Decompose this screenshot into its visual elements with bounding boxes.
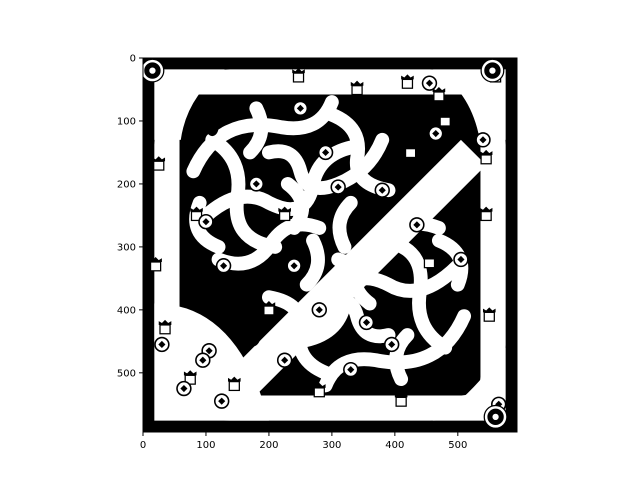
ring-icon <box>475 132 491 148</box>
ring-icon <box>330 179 346 195</box>
ring-icon <box>276 352 293 368</box>
inner-field <box>179 94 481 396</box>
corner-chamber-top-left <box>154 69 225 140</box>
x-tick-label: 0 <box>140 440 146 451</box>
flag-layer <box>143 58 508 429</box>
ring-layer <box>154 75 507 412</box>
tower-icon <box>404 143 417 159</box>
ring-icon <box>215 258 232 274</box>
ring-icon <box>154 336 170 353</box>
islands <box>205 118 444 392</box>
y-tick-label: 500 <box>117 368 136 379</box>
ring-icon <box>317 144 334 161</box>
y-tick-label: 200 <box>117 179 136 190</box>
tower-icon <box>394 392 408 407</box>
target-icon <box>483 404 508 429</box>
tower-icon <box>149 256 162 272</box>
ring-icon <box>421 75 438 91</box>
ring-icon <box>176 380 192 397</box>
ring-icon <box>195 352 211 368</box>
ring-icon <box>286 258 302 274</box>
ring-icon <box>248 176 265 192</box>
ring-icon <box>453 251 469 268</box>
map-image <box>143 58 517 432</box>
tower-icon <box>401 74 414 89</box>
tower-icon <box>423 253 436 269</box>
ring-icon <box>358 314 375 331</box>
x-tick-label: 100 <box>196 440 215 451</box>
tower-icon <box>152 156 166 171</box>
ring-icon <box>292 100 309 117</box>
ring-icon <box>383 336 400 353</box>
y-tick-label: 100 <box>117 116 136 127</box>
tower-icon <box>312 382 326 398</box>
tower-icon <box>479 206 493 222</box>
tower-icon <box>262 301 276 316</box>
tower-icon <box>438 112 452 127</box>
tower-icon <box>158 319 172 335</box>
ring-icon <box>198 213 214 230</box>
corner-chamber-bottom-right <box>432 347 506 421</box>
tower-icon <box>350 80 364 96</box>
x-tick-label: 200 <box>259 440 278 451</box>
tower-icon <box>432 86 446 102</box>
y-tick-label: 0 <box>130 54 136 65</box>
x-tick-label: 300 <box>322 440 341 451</box>
target-icon <box>143 58 165 83</box>
x-tick-label: 500 <box>448 440 467 451</box>
ring-icon <box>374 182 390 198</box>
tower-icon <box>227 376 241 392</box>
corner-chamber-top-right <box>432 69 506 140</box>
y-axis: 0 100 200 300 400 500 <box>117 54 143 379</box>
x-axis: 0 100 200 300 400 500 <box>140 432 467 451</box>
target-icon <box>480 58 505 83</box>
ring-icon <box>409 217 425 233</box>
ring-icon <box>428 125 444 142</box>
tower-icon <box>482 307 496 322</box>
tower-icon <box>479 149 493 165</box>
ring-icon <box>343 361 359 378</box>
tower-icon <box>292 68 305 83</box>
tower-icon <box>278 206 291 222</box>
y-tick-label: 400 <box>117 305 136 316</box>
ring-icon <box>213 393 230 409</box>
y-tick-label: 300 <box>117 242 136 253</box>
axes-frame <box>142 57 518 433</box>
ring-icon <box>311 302 328 318</box>
x-tick-label: 400 <box>385 440 404 451</box>
